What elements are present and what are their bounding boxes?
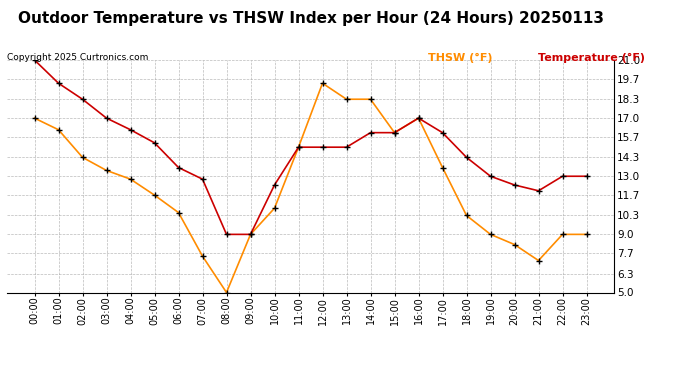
Text: Copyright 2025 Curtronics.com: Copyright 2025 Curtronics.com [7, 53, 148, 62]
Text: Temperature (°F): Temperature (°F) [538, 53, 645, 63]
Text: THSW (°F): THSW (°F) [428, 53, 492, 63]
Text: Outdoor Temperature vs THSW Index per Hour (24 Hours) 20250113: Outdoor Temperature vs THSW Index per Ho… [17, 11, 604, 26]
